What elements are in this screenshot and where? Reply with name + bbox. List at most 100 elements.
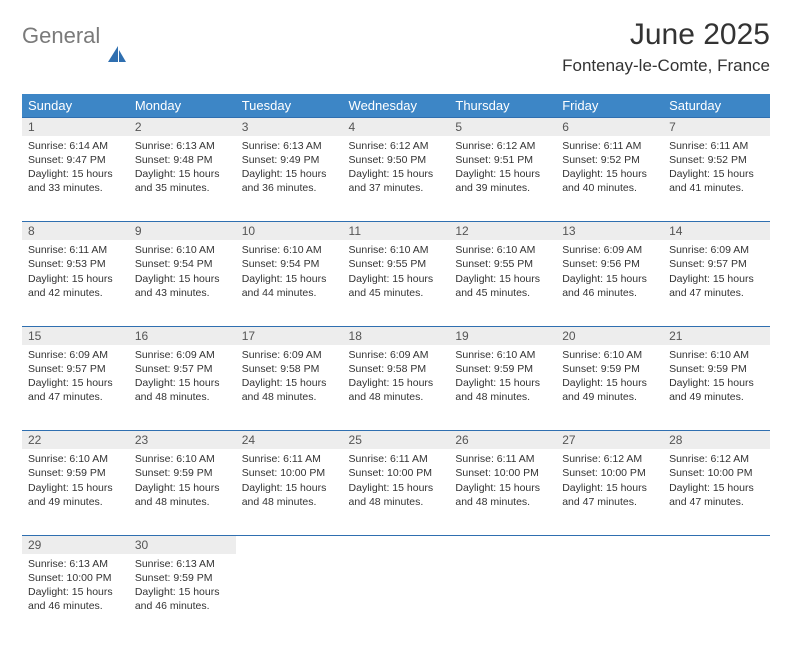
- day-number-cell: 3: [236, 117, 343, 136]
- day-content-cell: Sunrise: 6:09 AMSunset: 9:56 PMDaylight:…: [556, 240, 663, 326]
- sunset-line: Sunset: 9:48 PM: [135, 153, 230, 167]
- day-number-cell: 15: [22, 326, 129, 345]
- day-number-cell: 26: [449, 431, 556, 450]
- day-content-cell: Sunrise: 6:13 AMSunset: 9:59 PMDaylight:…: [129, 554, 236, 640]
- day-number-cell: 7: [663, 117, 770, 136]
- day-number-row: 891011121314: [22, 222, 770, 241]
- day-content-cell: Sunrise: 6:11 AMSunset: 9:52 PMDaylight:…: [663, 136, 770, 222]
- calendar-table: SundayMondayTuesdayWednesdayThursdayFrid…: [22, 94, 770, 640]
- sunrise-line: Sunrise: 6:11 AM: [28, 243, 123, 257]
- sunrise-line: Sunrise: 6:13 AM: [242, 139, 337, 153]
- daylight-line: Daylight: 15 hours and 48 minutes.: [349, 376, 444, 404]
- sunrise-line: Sunrise: 6:10 AM: [562, 348, 657, 362]
- sunset-line: Sunset: 9:59 PM: [455, 362, 550, 376]
- daylight-line: Daylight: 15 hours and 45 minutes.: [349, 272, 444, 300]
- sunset-line: Sunset: 10:00 PM: [562, 466, 657, 480]
- sunset-line: Sunset: 9:49 PM: [242, 153, 337, 167]
- day-content-cell: Sunrise: 6:10 AMSunset: 9:55 PMDaylight:…: [449, 240, 556, 326]
- sunset-line: Sunset: 9:59 PM: [135, 466, 230, 480]
- sunset-line: Sunset: 10:00 PM: [455, 466, 550, 480]
- day-number-cell: 5: [449, 117, 556, 136]
- daylight-line: Daylight: 15 hours and 41 minutes.: [669, 167, 764, 195]
- day-number-cell: 27: [556, 431, 663, 450]
- day-content-cell: Sunrise: 6:10 AMSunset: 9:59 PMDaylight:…: [556, 345, 663, 431]
- daylight-line: Daylight: 15 hours and 48 minutes.: [455, 376, 550, 404]
- day-number-cell: 14: [663, 222, 770, 241]
- day-content-row: Sunrise: 6:14 AMSunset: 9:47 PM Daylight:…: [22, 136, 770, 222]
- day-number-cell: 17: [236, 326, 343, 345]
- weekday-header: Wednesday: [343, 94, 450, 118]
- logo-text-general: General: [22, 26, 100, 47]
- day-content-cell: Sunrise: 6:12 AMSunset: 10:00 PMDaylight…: [556, 449, 663, 535]
- day-content-cell: Sunrise: 6:12 AMSunset: 9:50 PMDaylight:…: [343, 136, 450, 222]
- day-content-row: Sunrise: 6:13 AMSunset: 10:00 PMDaylight…: [22, 554, 770, 640]
- daylight-line: Daylight: 15 hours and 49 minutes.: [28, 481, 123, 509]
- daylight-line: Daylight: 15 hours and 37 minutes.: [349, 167, 444, 195]
- weekday-header: Sunday: [22, 94, 129, 118]
- sunset-line: Sunset: 9:59 PM: [28, 466, 123, 480]
- sail-icon: [106, 44, 128, 71]
- daylight-line: Daylight: 15 hours and 49 minutes.: [669, 376, 764, 404]
- daylight-line: Daylight: 15 hours and 44 minutes.: [242, 272, 337, 300]
- day-number-cell: 29: [22, 535, 129, 554]
- sunrise-line: Sunrise: 6:12 AM: [455, 139, 550, 153]
- daylight-line: Daylight: 15 hours and 47 minutes.: [669, 481, 764, 509]
- sunrise-line: Sunrise: 6:12 AM: [562, 452, 657, 466]
- day-content-cell: Sunrise: 6:14 AMSunset: 9:47 PMDaylight:…: [22, 136, 129, 222]
- day-number-cell: 25: [343, 431, 450, 450]
- sunset-line: Sunset: 9:47 PM: [28, 153, 123, 167]
- sunrise-line: Sunrise: 6:12 AM: [669, 452, 764, 466]
- day-number-cell: 2: [129, 117, 236, 136]
- sunset-line: Sunset: 10:00 PM: [242, 466, 337, 480]
- daylight-line: Daylight: 15 hours and 36 minutes.: [242, 167, 337, 195]
- daylight-line: Daylight: 15 hours and 39 minutes.: [455, 167, 550, 195]
- day-content-cell: Sunrise: 6:09 AMSunset: 9:58 PMDaylight:…: [236, 345, 343, 431]
- day-number-cell: 9: [129, 222, 236, 241]
- sunrise-line: Sunrise: 6:10 AM: [135, 243, 230, 257]
- sunset-line: Sunset: 10:00 PM: [669, 466, 764, 480]
- sunrise-line: Sunrise: 6:10 AM: [242, 243, 337, 257]
- day-content-cell: Sunrise: 6:12 AMSunset: 10:00 PMDaylight…: [663, 449, 770, 535]
- sunrise-line: Sunrise: 6:13 AM: [135, 139, 230, 153]
- sunset-line: Sunset: 9:54 PM: [135, 257, 230, 271]
- sunrise-line: Sunrise: 6:09 AM: [135, 348, 230, 362]
- sunrise-line: Sunrise: 6:12 AM: [349, 139, 444, 153]
- day-content-cell: Sunrise: 6:11 AMSunset: 9:52 PMDaylight:…: [556, 136, 663, 222]
- sunrise-line: Sunrise: 6:10 AM: [455, 348, 550, 362]
- sunrise-line: Sunrise: 6:10 AM: [455, 243, 550, 257]
- daylight-line: Daylight: 15 hours and 46 minutes.: [28, 585, 123, 613]
- sunset-line: Sunset: 9:59 PM: [562, 362, 657, 376]
- day-content-cell: Sunrise: 6:13 AMSunset: 9:49 PMDaylight:…: [236, 136, 343, 222]
- day-number-cell: 12: [449, 222, 556, 241]
- daylight-line: Daylight: 15 hours and 35 minutes.: [135, 167, 230, 195]
- sunset-line: Sunset: 9:54 PM: [242, 257, 337, 271]
- day-number-cell: 20: [556, 326, 663, 345]
- day-number-cell: [343, 535, 450, 554]
- day-number-cell: 1: [22, 117, 129, 136]
- day-content-cell: Sunrise: 6:13 AMSunset: 9:48 PMDaylight:…: [129, 136, 236, 222]
- weekday-header: Tuesday: [236, 94, 343, 118]
- weekday-header: Friday: [556, 94, 663, 118]
- sunrise-line: Sunrise: 6:09 AM: [242, 348, 337, 362]
- sunrise-line: Sunrise: 6:09 AM: [562, 243, 657, 257]
- day-content-row: Sunrise: 6:10 AMSunset: 9:59 PMDaylight:…: [22, 449, 770, 535]
- weekday-header: Thursday: [449, 94, 556, 118]
- day-content-cell: Sunrise: 6:10 AMSunset: 9:59 PMDaylight:…: [22, 449, 129, 535]
- sunrise-line: Sunrise: 6:11 AM: [455, 452, 550, 466]
- sunrise-line: Sunrise: 6:14 AM: [28, 139, 123, 153]
- sunrise-line: Sunrise: 6:13 AM: [28, 557, 123, 571]
- day-content-cell: Sunrise: 6:13 AMSunset: 10:00 PMDaylight…: [22, 554, 129, 640]
- day-content-row: Sunrise: 6:09 AMSunset: 9:57 PMDaylight:…: [22, 345, 770, 431]
- sunset-line: Sunset: 10:00 PM: [28, 571, 123, 585]
- day-number-cell: 4: [343, 117, 450, 136]
- day-content-cell: [663, 554, 770, 640]
- sunset-line: Sunset: 9:58 PM: [349, 362, 444, 376]
- sunset-line: Sunset: 9:52 PM: [562, 153, 657, 167]
- day-content-cell: Sunrise: 6:10 AMSunset: 9:55 PMDaylight:…: [343, 240, 450, 326]
- sunrise-line: Sunrise: 6:10 AM: [349, 243, 444, 257]
- sunrise-line: Sunrise: 6:11 AM: [349, 452, 444, 466]
- sunset-line: Sunset: 9:57 PM: [135, 362, 230, 376]
- day-content-cell: Sunrise: 6:10 AMSunset: 9:54 PMDaylight:…: [129, 240, 236, 326]
- location: Fontenay-le-Comte, France: [562, 56, 770, 76]
- day-content-cell: [236, 554, 343, 640]
